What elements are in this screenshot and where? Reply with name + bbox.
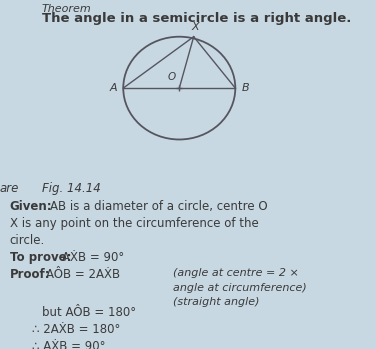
Text: X: X (191, 22, 199, 32)
Text: Given:: Given: (10, 200, 52, 213)
Text: O: O (168, 72, 176, 82)
Text: but AÔB = 180°: but AÔB = 180° (42, 306, 136, 319)
Text: ∴ AẊB = 90°: ∴ AẊB = 90° (32, 340, 106, 349)
Text: B: B (242, 83, 249, 93)
Text: AẊB = 90°: AẊB = 90° (62, 251, 125, 264)
Text: angle at circumference): angle at circumference) (173, 283, 306, 293)
Text: (angle at centre = 2 ×: (angle at centre = 2 × (173, 268, 299, 279)
Text: (straight angle): (straight angle) (173, 297, 259, 307)
Text: are: are (0, 182, 20, 195)
Text: circle.: circle. (10, 234, 45, 247)
Text: To prove:: To prove: (10, 251, 71, 264)
Text: A: A (109, 83, 117, 93)
Text: AÔB = 2AẊB: AÔB = 2AẊB (46, 268, 121, 281)
Text: AB is a diameter of a circle, centre O: AB is a diameter of a circle, centre O (50, 200, 267, 213)
Text: ∴ 2AẊB = 180°: ∴ 2AẊB = 180° (32, 323, 120, 336)
Text: Theorem: Theorem (42, 5, 91, 14)
Text: X is any point on the circumference of the: X is any point on the circumference of t… (10, 217, 258, 230)
Text: The angle in a semicircle is a right angle.: The angle in a semicircle is a right ang… (42, 12, 351, 25)
Text: Proof:: Proof: (10, 268, 50, 281)
Text: Fig. 14.14: Fig. 14.14 (42, 182, 100, 195)
